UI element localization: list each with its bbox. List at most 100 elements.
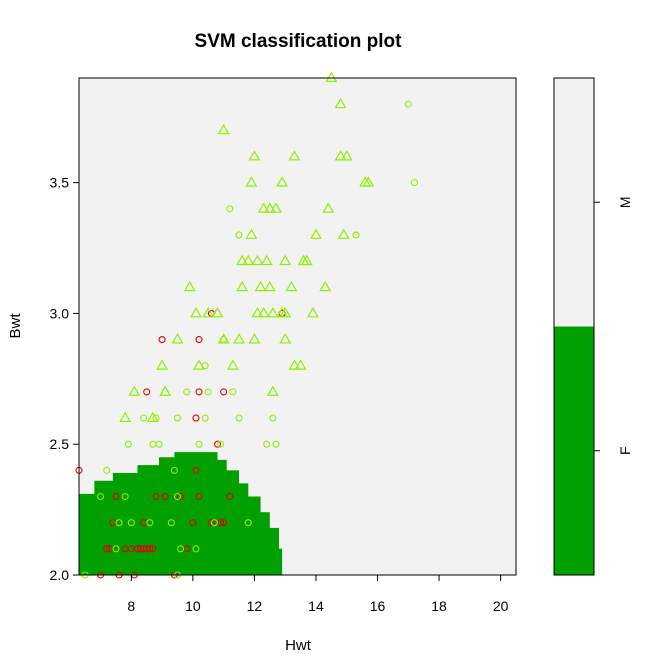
y-tick-label: 3.0 (50, 305, 70, 321)
point-M-triangle (334, 97, 347, 109)
x-tick-label: 12 (247, 598, 263, 614)
x-tick-label: 14 (308, 598, 324, 614)
point-M-circle (235, 231, 243, 239)
region-F (79, 452, 283, 575)
point-M-circle (192, 545, 200, 553)
point-M-triangle (248, 150, 261, 161)
y-axis-label: Bwt (7, 313, 24, 339)
point-M-circle (210, 519, 218, 527)
chart-title: SVM classification plot (195, 31, 403, 52)
point-F-circle (213, 440, 222, 448)
x-axis-label: Hwt (285, 637, 312, 654)
point-M-triangle (202, 307, 215, 318)
x-tick-label: 20 (493, 598, 509, 614)
point-F-circle (189, 519, 197, 527)
point-M-triangle (217, 123, 230, 135)
point-M-circle (173, 414, 182, 422)
point-M-circle (269, 414, 277, 422)
point-M-triangle (217, 333, 230, 344)
point-M-triangle (257, 202, 270, 213)
point-M-circle (244, 519, 252, 527)
point-M-triangle (242, 254, 255, 266)
point-F-circle (161, 492, 169, 501)
x-tick-label: 10 (185, 598, 201, 614)
point-M-circle (173, 492, 182, 501)
point-M-triangle (245, 176, 258, 187)
point-M-triangle (189, 307, 202, 318)
point-M-circle (263, 440, 271, 448)
x-axis: 8 10 12 14 16 18 20 (127, 575, 509, 614)
point-M-triangle (288, 150, 301, 161)
point-F-circle (207, 519, 215, 527)
point-M-circle (272, 440, 280, 448)
point-M-triangle (183, 280, 196, 292)
point-M-circle (121, 492, 129, 501)
point-M-triangle (128, 385, 141, 396)
point-M-triangle (266, 385, 279, 396)
point-M-triangle (226, 359, 239, 370)
point-M-circle (103, 466, 111, 474)
point-M-triangle (245, 228, 258, 239)
point-M-triangle (288, 359, 301, 370)
y-axis: 2.0 2.5 3.0 3.5 (50, 175, 79, 583)
point-F-circle (195, 388, 203, 396)
point-M-triangle (211, 307, 224, 318)
point-M-circle (167, 519, 175, 527)
point-M-triangle (248, 333, 261, 344)
point-M-triangle (276, 176, 289, 187)
y-tick-label: 2.5 (50, 436, 70, 452)
point-M-triangle (362, 176, 375, 187)
point-M-circle (124, 440, 132, 448)
point-F-circle (192, 414, 200, 422)
point-M-circle (195, 440, 203, 448)
legend-frame (553, 77, 595, 576)
point-M-triangle (319, 280, 332, 292)
point-F-circle (177, 492, 185, 501)
legend-swatch-F (554, 326, 594, 575)
point-M-circle (410, 179, 418, 187)
point-M-triangle (279, 333, 292, 344)
legend-swatch-M (554, 78, 594, 327)
point-M-triangle (236, 254, 249, 266)
point-F-circle (103, 545, 111, 553)
point-M-triangle (171, 333, 184, 344)
point-M-circle (229, 388, 237, 396)
data-points (75, 71, 418, 579)
point-M-triangle (322, 202, 335, 213)
point-M-triangle (334, 150, 347, 161)
point-F-circle (195, 492, 203, 501)
point-M-triangle (119, 411, 132, 423)
point-F-circle (158, 336, 166, 344)
point-F-circle (220, 388, 228, 396)
point-M-circle (146, 519, 154, 527)
point-F-circle (143, 388, 151, 396)
y-tick-label: 3.5 (50, 175, 70, 191)
point-M-circle (204, 388, 212, 396)
point-M-triangle (193, 359, 205, 370)
point-M-circle (140, 414, 148, 422)
legend-label-M: M (617, 196, 633, 208)
point-M-triangle (337, 228, 350, 239)
point-M-triangle (263, 202, 276, 213)
point-F-circle (192, 466, 200, 474)
point-M-triangle (285, 280, 298, 292)
point-F-circle (152, 492, 160, 501)
point-M-triangle (279, 307, 292, 318)
y-tick-label: 2.0 (50, 567, 70, 583)
point-M-triangle (260, 254, 273, 266)
x-tick-label: 8 (127, 598, 135, 614)
point-M-triangle (263, 280, 276, 292)
point-M-circle (404, 100, 412, 108)
point-M-circle (226, 205, 234, 213)
point-M-triangle (266, 307, 279, 318)
point-M-circle (170, 466, 178, 474)
point-M-triangle (279, 254, 292, 266)
point-M-triangle (269, 202, 282, 213)
point-M-circle (183, 388, 191, 396)
point-M-triangle (300, 254, 313, 266)
point-M-triangle (309, 228, 322, 239)
point-M-triangle (236, 280, 249, 292)
point-M-circle (352, 231, 360, 239)
legend-colorbar: FM (553, 77, 633, 576)
